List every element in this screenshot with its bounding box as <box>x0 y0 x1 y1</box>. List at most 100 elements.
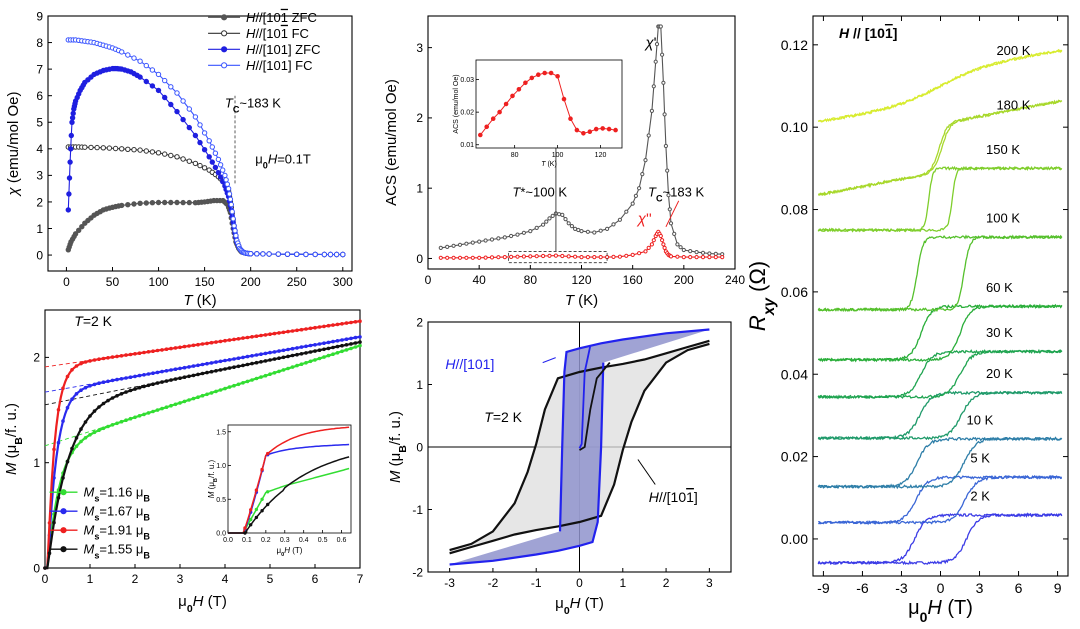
data-point <box>124 353 128 357</box>
data-point <box>143 148 150 154</box>
data-point <box>349 346 353 351</box>
inset-frame <box>475 59 623 149</box>
data-point <box>101 380 106 385</box>
y-tick-label: 1 <box>416 182 423 196</box>
data-point <box>106 398 110 403</box>
x-tick-label: 240 <box>725 273 745 287</box>
data-point <box>128 375 133 380</box>
data-point <box>241 363 245 368</box>
data-point <box>557 212 562 217</box>
data-point <box>97 428 101 433</box>
data-point <box>201 130 208 136</box>
data-point <box>196 372 200 377</box>
data-point <box>68 146 74 152</box>
data-point <box>168 199 174 206</box>
data-point <box>205 361 209 366</box>
data-point <box>131 147 137 153</box>
x-tick-label: 3 <box>706 576 713 590</box>
data-point <box>263 373 268 378</box>
data-point <box>209 159 216 165</box>
data-point <box>236 382 241 387</box>
data-point <box>218 359 223 364</box>
data-point <box>160 348 164 352</box>
data-point <box>169 378 173 382</box>
data-point <box>143 62 150 69</box>
data-point <box>205 370 209 375</box>
data-point <box>464 255 469 260</box>
data-point <box>155 199 162 206</box>
data-point <box>502 235 507 240</box>
data-point <box>191 396 196 401</box>
data-point <box>277 349 281 353</box>
data-point <box>303 251 309 258</box>
y-tick-label: 0 <box>36 248 43 262</box>
data-point <box>470 240 475 245</box>
data-point <box>200 393 205 398</box>
data-point <box>464 241 469 246</box>
data-point <box>197 162 203 169</box>
data-point <box>214 389 218 394</box>
series-line-150 K-down <box>817 165 1063 233</box>
data-point <box>97 405 101 409</box>
data-point <box>110 355 115 359</box>
y-tick-label: 0.00 <box>781 531 808 547</box>
data-point <box>592 230 597 235</box>
data-point <box>534 225 539 230</box>
x-tick-label: 3 <box>976 580 984 596</box>
data-point <box>209 361 214 365</box>
data-point <box>617 217 623 222</box>
data-point <box>169 368 173 372</box>
data-point <box>681 247 686 253</box>
data-point <box>119 49 125 55</box>
data-point <box>232 383 236 388</box>
tc-annotation: TC~183 K <box>648 185 704 204</box>
data-point <box>286 354 290 359</box>
data-point <box>358 343 362 348</box>
data-point <box>162 151 168 157</box>
data-point <box>66 191 72 197</box>
data-point <box>131 201 137 207</box>
inset-point <box>260 467 264 472</box>
data-point <box>182 344 187 349</box>
x-tick-label: 6 <box>1015 580 1023 596</box>
data-point <box>340 251 346 258</box>
data-point <box>321 251 328 258</box>
data-point <box>541 222 546 227</box>
x-axis-label: μ0H (T) <box>555 595 604 617</box>
data-point <box>331 339 335 344</box>
data-point <box>164 379 169 383</box>
data-point <box>259 352 263 357</box>
data-point <box>69 119 75 126</box>
data-point <box>585 229 591 234</box>
data-point <box>173 367 178 372</box>
data-point <box>119 419 124 424</box>
data-point <box>349 336 353 341</box>
data-point <box>67 159 73 165</box>
data-point <box>598 255 603 260</box>
data-point <box>214 360 218 364</box>
data-point <box>263 359 268 363</box>
data-point <box>713 255 718 260</box>
data-point <box>146 350 151 354</box>
data-point <box>672 231 677 236</box>
data-point <box>286 366 290 371</box>
data-point <box>272 357 277 361</box>
inset-point <box>561 96 567 102</box>
data-point <box>304 344 308 349</box>
data-point <box>290 346 295 351</box>
y-tick-label: 2 <box>33 351 40 365</box>
legend-entry: H//[101] FC <box>246 58 312 73</box>
legend-entry: Ms=1.67 μB <box>84 504 151 523</box>
data-point <box>174 108 180 115</box>
data-point <box>226 191 233 197</box>
data-point <box>200 342 205 346</box>
data-point <box>327 251 334 258</box>
y-tick-label: 3 <box>36 169 43 183</box>
data-point <box>164 405 169 410</box>
data-point <box>74 364 79 368</box>
data-point <box>180 98 186 104</box>
data-point <box>222 172 228 179</box>
data-point <box>169 403 173 408</box>
x-tick-label: 6 <box>312 572 319 586</box>
data-point <box>451 243 456 248</box>
